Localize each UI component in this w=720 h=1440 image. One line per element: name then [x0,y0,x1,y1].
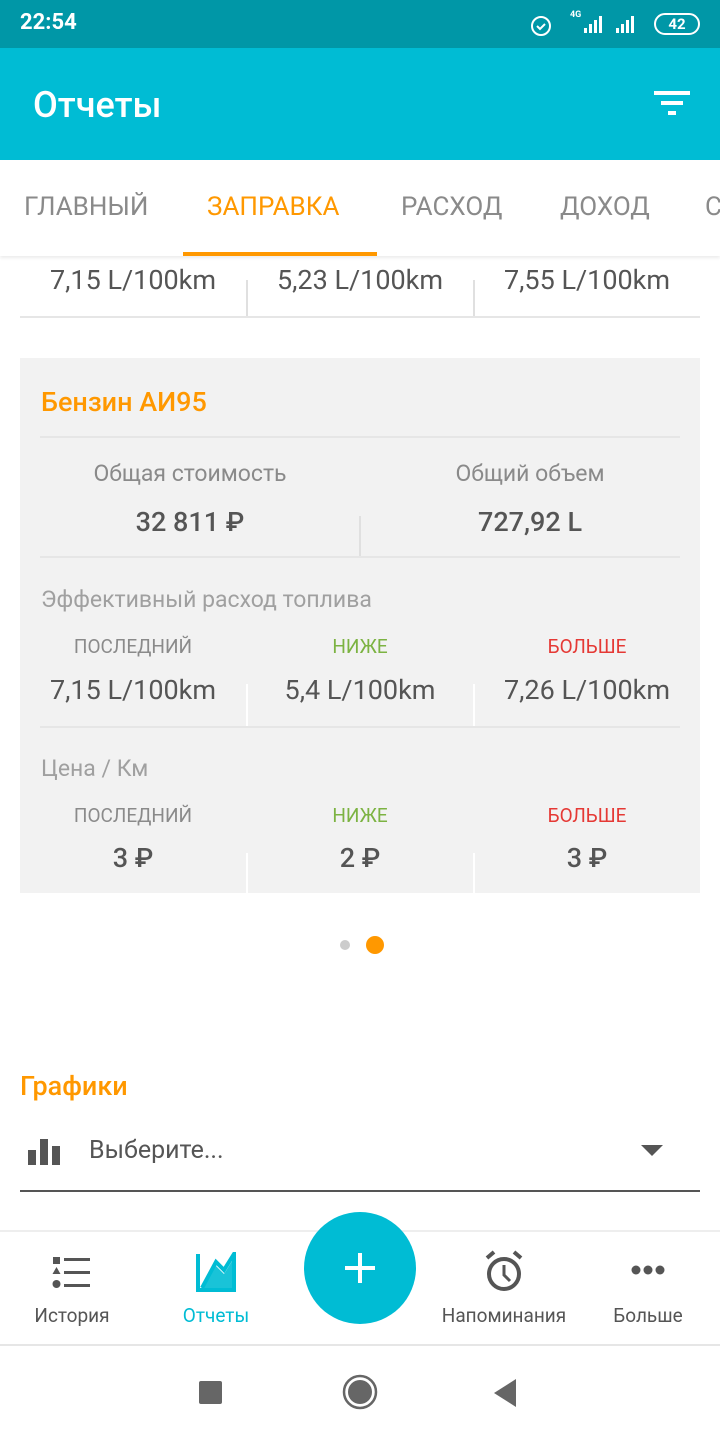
divider [40,726,680,728]
battery-level: 42 [668,15,686,33]
page-dot-1[interactable] [340,940,350,950]
divider [246,280,248,318]
nav-reminders-label: Напоминания [441,1304,567,1327]
price-higher-label: БОЛЬШЕ [547,804,627,827]
nav-history[interactable]: История [0,1232,144,1344]
total-cost-label: Общая стоимость [93,460,287,487]
clock: 22:54 [20,10,77,35]
filter-icon[interactable] [652,88,692,120]
stat-higher: 7,55 L/100km [503,264,671,296]
eff-last-label: ПОСЛЕДНИЙ [73,635,193,658]
eff-last-value: 7,15 L/100km [49,674,217,706]
price-higher-value: 3 ₽ [566,842,608,874]
status-bar: 22:54 4G 42 [0,0,720,48]
divider [40,556,680,558]
efficiency-label: Эффективный расход топлива [41,586,372,613]
nav-reports-label: Отчеты [182,1304,250,1327]
fuel-title: Бензин АИ95 [41,386,207,418]
signal-icon [584,16,634,33]
total-volume-value: 727,92 L [477,506,583,538]
more-dots-icon [631,1265,665,1275]
divider [473,853,475,893]
tab-indicator [183,252,377,256]
add-button[interactable] [304,1212,416,1324]
nav-more[interactable]: Больше [576,1232,720,1344]
divider [359,516,361,556]
nav-more-label: Больше [613,1304,683,1327]
app-bar: Отчеты [0,48,720,160]
eff-lower-value: 5,4 L/100km [284,674,436,706]
price-label: Цена / Км [41,755,149,782]
nav-history-label: История [34,1304,110,1327]
divider [0,1344,720,1346]
price-last-value: 3 ₽ [112,842,154,874]
chart-line-icon [196,1252,236,1292]
bar-chart-icon [28,1139,60,1165]
page-title: Отчеты [33,84,162,126]
divider [246,684,248,726]
stat-lower: 5,23 L/100km [276,264,444,296]
tab-more[interactable]: С [705,192,720,222]
nav-reminders[interactable]: Напоминания [432,1232,576,1344]
chart-select[interactable]: Выберите... [20,1120,700,1192]
alarm-clock-icon [485,1250,523,1291]
total-cost-value: 32 811 ₽ [135,506,245,538]
tab-bar: ГЛАВНЫЙ ЗАПРАВКА РАСХОД ДОХОД С [0,160,720,256]
alarm-icon [531,16,551,36]
eff-higher-value: 7,26 L/100km [503,674,671,706]
eff-higher-label: БОЛЬШЕ [547,635,627,658]
total-volume-label: Общий объем [455,460,605,487]
recents-button[interactable] [199,1381,222,1404]
eff-lower-label: НИЖЕ [332,635,388,658]
chevron-down-icon [641,1145,663,1156]
chart-select-value: Выберите... [89,1136,224,1165]
nav-reports[interactable]: Отчеты [144,1232,288,1344]
divider [246,853,248,893]
page-dot-2-active[interactable] [366,936,384,954]
home-button[interactable] [342,1374,378,1410]
divider [20,316,700,318]
battery-icon: 42 [654,13,700,35]
list-icon [52,1257,90,1288]
divider [40,436,680,438]
price-last-label: ПОСЛЕДНИЙ [73,804,193,827]
price-lower-label: НИЖЕ [332,804,388,827]
stat-last: 7,15 L/100km [49,264,217,296]
plus-icon [345,1253,375,1283]
price-lower-value: 2 ₽ [339,842,381,874]
back-button[interactable] [492,1378,518,1408]
tab-refuel[interactable]: ЗАПРАВКА [207,192,340,222]
divider [473,684,475,726]
tab-income[interactable]: ДОХОД [560,192,650,222]
tab-expense[interactable]: РАСХОД [401,192,503,222]
system-nav-bar [0,1346,720,1440]
tab-main[interactable]: ГЛАВНЫЙ [24,192,149,222]
divider [473,280,475,318]
network-type: 4G [570,10,582,20]
charts-title: Графики [20,1070,128,1102]
fuel-card: Бензин АИ95 Общая стоимость 32 811 ₽ Общ… [20,358,700,893]
